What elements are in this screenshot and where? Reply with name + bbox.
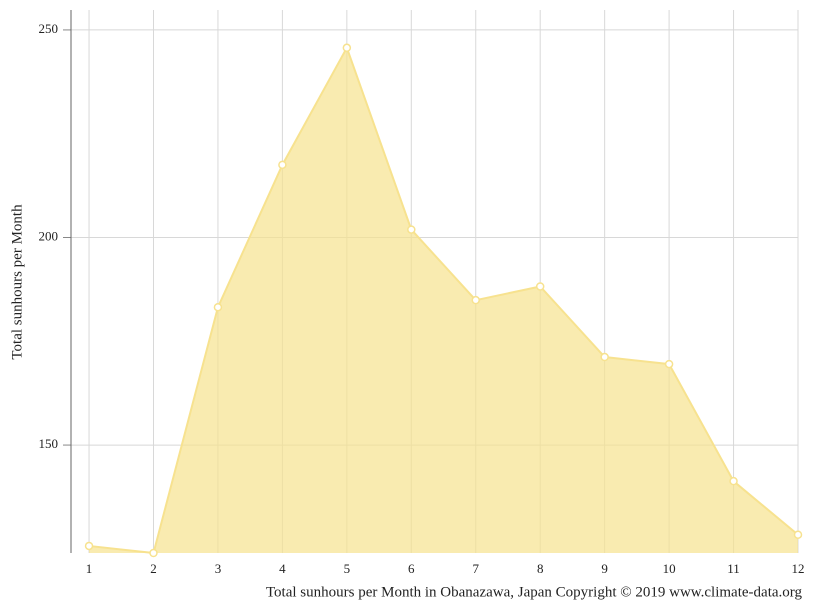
x-tick-label: 12 xyxy=(792,561,805,576)
point xyxy=(471,295,480,305)
point xyxy=(793,530,803,539)
y-tick-label: 200 xyxy=(39,228,59,243)
point xyxy=(729,476,738,486)
point xyxy=(342,43,352,53)
x-tick-label: 1 xyxy=(86,561,93,576)
caption: Total sunhours per Month in Obanazawa, J… xyxy=(266,584,803,600)
point xyxy=(278,160,287,170)
area xyxy=(89,47,799,553)
point xyxy=(149,548,158,558)
x-tick-label: 5 xyxy=(344,561,351,576)
x-tick-label: 10 xyxy=(663,561,676,576)
x-tick-label: 2 xyxy=(150,561,157,576)
x-tick-label: 9 xyxy=(601,561,608,576)
point xyxy=(213,302,223,312)
point xyxy=(600,352,609,362)
x-tick-label: 3 xyxy=(215,561,222,576)
x-tick-label: 8 xyxy=(537,561,544,576)
point xyxy=(84,541,94,551)
y-axis-label: Total sunhours per Month xyxy=(9,204,25,360)
y-tick-label: 150 xyxy=(39,436,59,451)
x-tick-label: 7 xyxy=(472,561,479,576)
point xyxy=(407,225,416,234)
x-tick-label: 6 xyxy=(408,561,415,576)
y-tick-label: 250 xyxy=(39,21,59,36)
x-tick-label: 11 xyxy=(727,561,740,576)
point xyxy=(535,282,545,291)
line xyxy=(88,45,799,555)
x-tick-label: 4 xyxy=(279,561,286,576)
point xyxy=(664,359,674,369)
